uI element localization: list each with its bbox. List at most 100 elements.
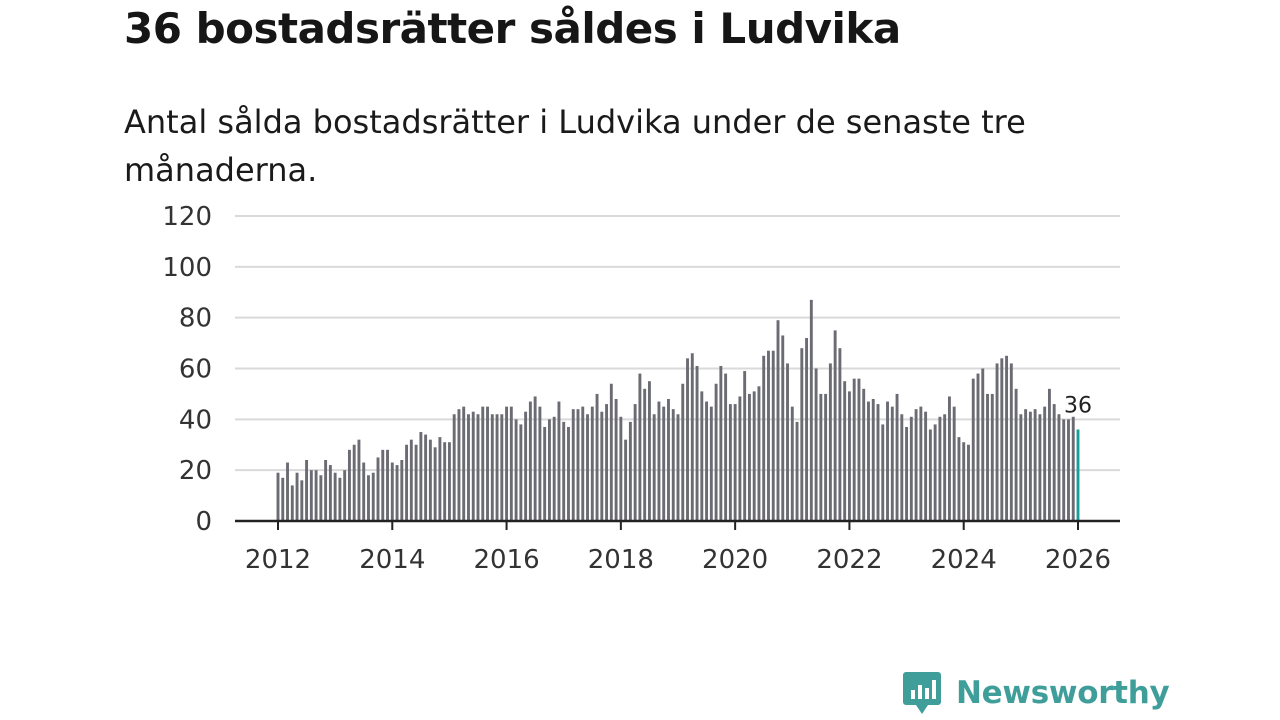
- bar: [328, 465, 332, 521]
- bar: [486, 406, 489, 522]
- bar: [852, 378, 856, 521]
- bar: [605, 404, 609, 521]
- bar: [1043, 406, 1047, 522]
- bar: [376, 457, 380, 521]
- bar: [433, 447, 437, 521]
- bar: [1028, 411, 1032, 521]
- x-tick-label: 2020: [702, 545, 768, 575]
- bar: [986, 393, 989, 521]
- bar: [681, 383, 685, 521]
- newsworthy-brand: Newsworthy: [902, 670, 1170, 716]
- bar: [319, 475, 323, 521]
- bar: [657, 401, 661, 521]
- bar: [771, 350, 775, 521]
- bar: [886, 401, 889, 521]
- bar: [876, 404, 880, 521]
- bar: [1009, 363, 1013, 521]
- bar: [576, 409, 580, 521]
- bar: [995, 363, 999, 521]
- bar: [357, 439, 361, 521]
- bar: [990, 393, 994, 521]
- bar: [338, 477, 342, 521]
- bar: [809, 299, 813, 522]
- bar: [738, 396, 742, 521]
- y-axis-ticks: 0 20 40 60 80 100 120: [162, 202, 212, 537]
- bar: [471, 411, 475, 521]
- bar: [747, 393, 751, 521]
- bar: [733, 404, 737, 521]
- bar: [690, 353, 694, 521]
- bar: [867, 401, 870, 521]
- bar: [819, 393, 823, 521]
- bar: [386, 449, 389, 521]
- x-tick-label: 2014: [359, 545, 425, 575]
- bar: [981, 368, 985, 521]
- bar: [562, 421, 566, 522]
- bar: [938, 416, 942, 521]
- bar: [895, 393, 899, 521]
- bar: [552, 416, 556, 521]
- bar: [1005, 355, 1009, 521]
- bar: [752, 391, 756, 522]
- bar: [300, 480, 304, 521]
- bar: [367, 475, 370, 521]
- bar: [467, 414, 470, 521]
- bar: [719, 365, 723, 521]
- bar: [924, 411, 928, 521]
- x-axis-ticks: 2012 2014 2016 2018 2020 2022 2024 2026: [245, 521, 1111, 575]
- bar: [638, 373, 642, 521]
- bar: [676, 414, 680, 521]
- bar: [457, 409, 461, 521]
- bar: [395, 465, 399, 521]
- bar: [695, 365, 699, 521]
- bar: [724, 373, 728, 521]
- bar: [814, 368, 818, 521]
- newsworthy-logo-icon: [903, 672, 941, 714]
- bar: [728, 404, 732, 521]
- bar: [324, 460, 328, 521]
- bar: [438, 437, 442, 522]
- x-tick-label: 2016: [473, 545, 539, 575]
- bar: [667, 399, 670, 521]
- bar: [495, 414, 499, 521]
- bar: [447, 442, 451, 521]
- bar: [609, 383, 613, 521]
- bar: [276, 472, 280, 521]
- y-tick-label: 60: [179, 355, 212, 385]
- bar: [428, 439, 432, 521]
- bar: [619, 416, 623, 521]
- bar: [600, 411, 604, 521]
- bar: [757, 386, 761, 521]
- bar: [538, 406, 542, 522]
- bar: [381, 449, 385, 521]
- bar: [462, 406, 466, 522]
- bar: [795, 421, 799, 522]
- bar: [505, 406, 509, 522]
- bar: [709, 406, 713, 522]
- x-tick-label: 2022: [816, 545, 882, 575]
- bar: [371, 472, 375, 521]
- bar: [800, 348, 804, 521]
- bar: [847, 391, 851, 522]
- bar: [781, 335, 785, 521]
- bar: [305, 460, 309, 521]
- bar: [547, 419, 551, 521]
- y-tick-label: 0: [195, 507, 212, 537]
- bar: [543, 426, 547, 521]
- chart-title: 36 bostadsrätter såldes i Ludvika: [124, 4, 901, 53]
- bar: [671, 409, 675, 521]
- bar: [628, 421, 632, 522]
- x-tick-label: 2024: [931, 545, 997, 575]
- bar: [409, 439, 413, 521]
- bar: [557, 401, 561, 521]
- bar: [1047, 388, 1051, 521]
- bar: [571, 409, 575, 521]
- bar: [909, 416, 913, 521]
- bar: [686, 358, 689, 521]
- highlighted-bar: [1076, 429, 1080, 521]
- bar: [967, 444, 970, 521]
- bar: [947, 396, 951, 521]
- bar: [1000, 358, 1004, 521]
- bar: [643, 388, 647, 521]
- bar: [405, 444, 409, 521]
